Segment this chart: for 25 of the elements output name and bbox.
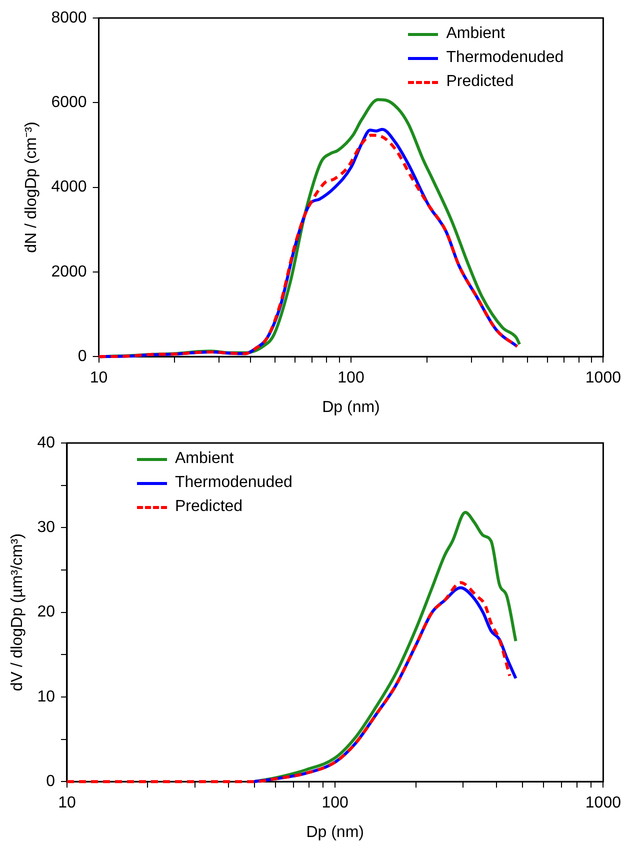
x-tick-label: 100 [338,370,364,387]
y-axis-title: dV / dlogDp (µm³/cm³) [9,533,26,692]
x-tick-label: 1000 [585,794,622,812]
x-tick-label: 10 [90,370,108,387]
legend-label: Predicted [446,72,514,92]
y-tick-label: 30 [37,519,56,536]
x-axis-title: Dp (nm) [306,824,364,841]
legend-label: Ambient [174,449,234,469]
y-tick-label: 20 [37,604,56,621]
legend-label: Thermodenuded [174,473,292,493]
y-tick-label: 0 [46,773,56,790]
y-tick-label: 6000 [51,94,87,112]
legend-label: Thermodenuded [446,48,564,68]
y-tick-label: 2000 [51,263,87,280]
legend-label: Ambient [446,24,505,44]
y-tick-label: 0 [78,348,87,366]
y-tick-label: 40 [37,434,56,452]
x-axis-title: Dp (nm) [322,398,380,416]
y-axis-title: dN / dlogDp (cm⁻³) [23,122,40,253]
x-tick-label: 1000 [585,370,622,387]
y-tick-label: 4000 [51,178,87,196]
legend-label: Predicted [174,497,243,517]
y-tick-label: 8000 [51,9,87,26]
x-tick-label: 100 [322,794,349,812]
y-tick-label: 10 [37,688,56,706]
